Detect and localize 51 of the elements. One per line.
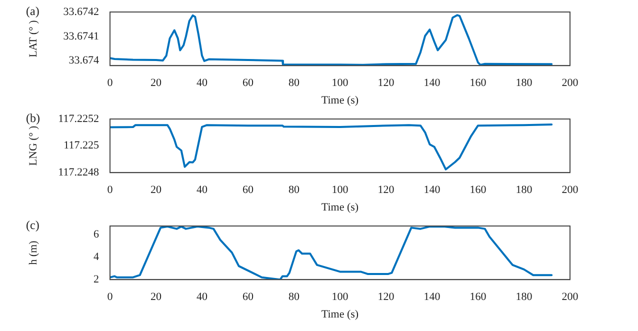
x-tick-label: 20	[150, 184, 162, 196]
x-tick-label: 140	[424, 184, 441, 196]
x-tick-label: 40	[196, 184, 208, 196]
x-tick-label: 60	[242, 77, 254, 90]
y-tick-label: 4	[94, 250, 100, 263]
x-tick-label: 100	[332, 77, 349, 90]
x-tick-label: 100	[332, 291, 349, 304]
y-tick-label: 117.2248	[58, 166, 100, 178]
text: (b)	[26, 111, 40, 126]
x-tick-label: 200	[562, 77, 579, 90]
y-axis-title: LAT (° )	[27, 20, 40, 58]
x-tick-label: 160	[470, 77, 487, 90]
x-tick-label: 120	[378, 77, 395, 90]
x-axis-title: Time (s)	[321, 201, 359, 214]
x-tick-label: 140	[424, 77, 441, 90]
y-tick-label: 2	[94, 273, 99, 286]
x-tick-label: 120	[378, 184, 395, 196]
x-tick-label: 180	[516, 291, 533, 304]
text: (c)	[26, 218, 40, 233]
x-tick-label: 200	[562, 184, 579, 196]
y-tick-label: 33.6741	[63, 30, 99, 42]
x-tick-label: 60	[242, 291, 254, 304]
x-tick-label: 80	[288, 291, 300, 304]
y-tick-label: 33.6742	[63, 6, 99, 18]
y-tick-label: 117.2252	[58, 112, 99, 125]
x-tick-label: 200	[562, 291, 579, 304]
text: (a)	[26, 4, 40, 19]
y-axis-title: LNG (° )	[27, 126, 40, 166]
x-tick-label: 160	[470, 184, 487, 196]
x-tick-label: 0	[107, 77, 114, 90]
x-tick-label: 80	[288, 184, 300, 196]
y-tick-label: 33.674	[68, 54, 100, 67]
x-tick-label: 0	[107, 291, 114, 304]
x-axis-title: Time (s)	[321, 94, 359, 106]
x-tick-label: 120	[378, 291, 395, 304]
x-tick-label: 140	[424, 291, 441, 304]
x-tick-label: 0	[107, 184, 114, 196]
y-tick-label: 117.225	[64, 140, 100, 152]
x-tick-label: 80	[288, 77, 300, 90]
x-tick-label: 40	[196, 291, 208, 304]
y-axis-title: h (m)	[27, 240, 40, 265]
x-tick-label: 40	[196, 77, 208, 90]
x-tick-label: 20	[150, 291, 162, 304]
x-tick-label: 160	[470, 291, 487, 304]
x-tick-label: 20	[150, 77, 162, 90]
x-tick-label: 60	[242, 184, 254, 196]
x-tick-label: 180	[516, 184, 533, 196]
x-axis-title: Time (s)	[321, 308, 359, 320]
x-tick-label: 100	[332, 184, 349, 196]
x-tick-label: 180	[516, 77, 533, 90]
y-tick-label: 6	[94, 228, 100, 240]
